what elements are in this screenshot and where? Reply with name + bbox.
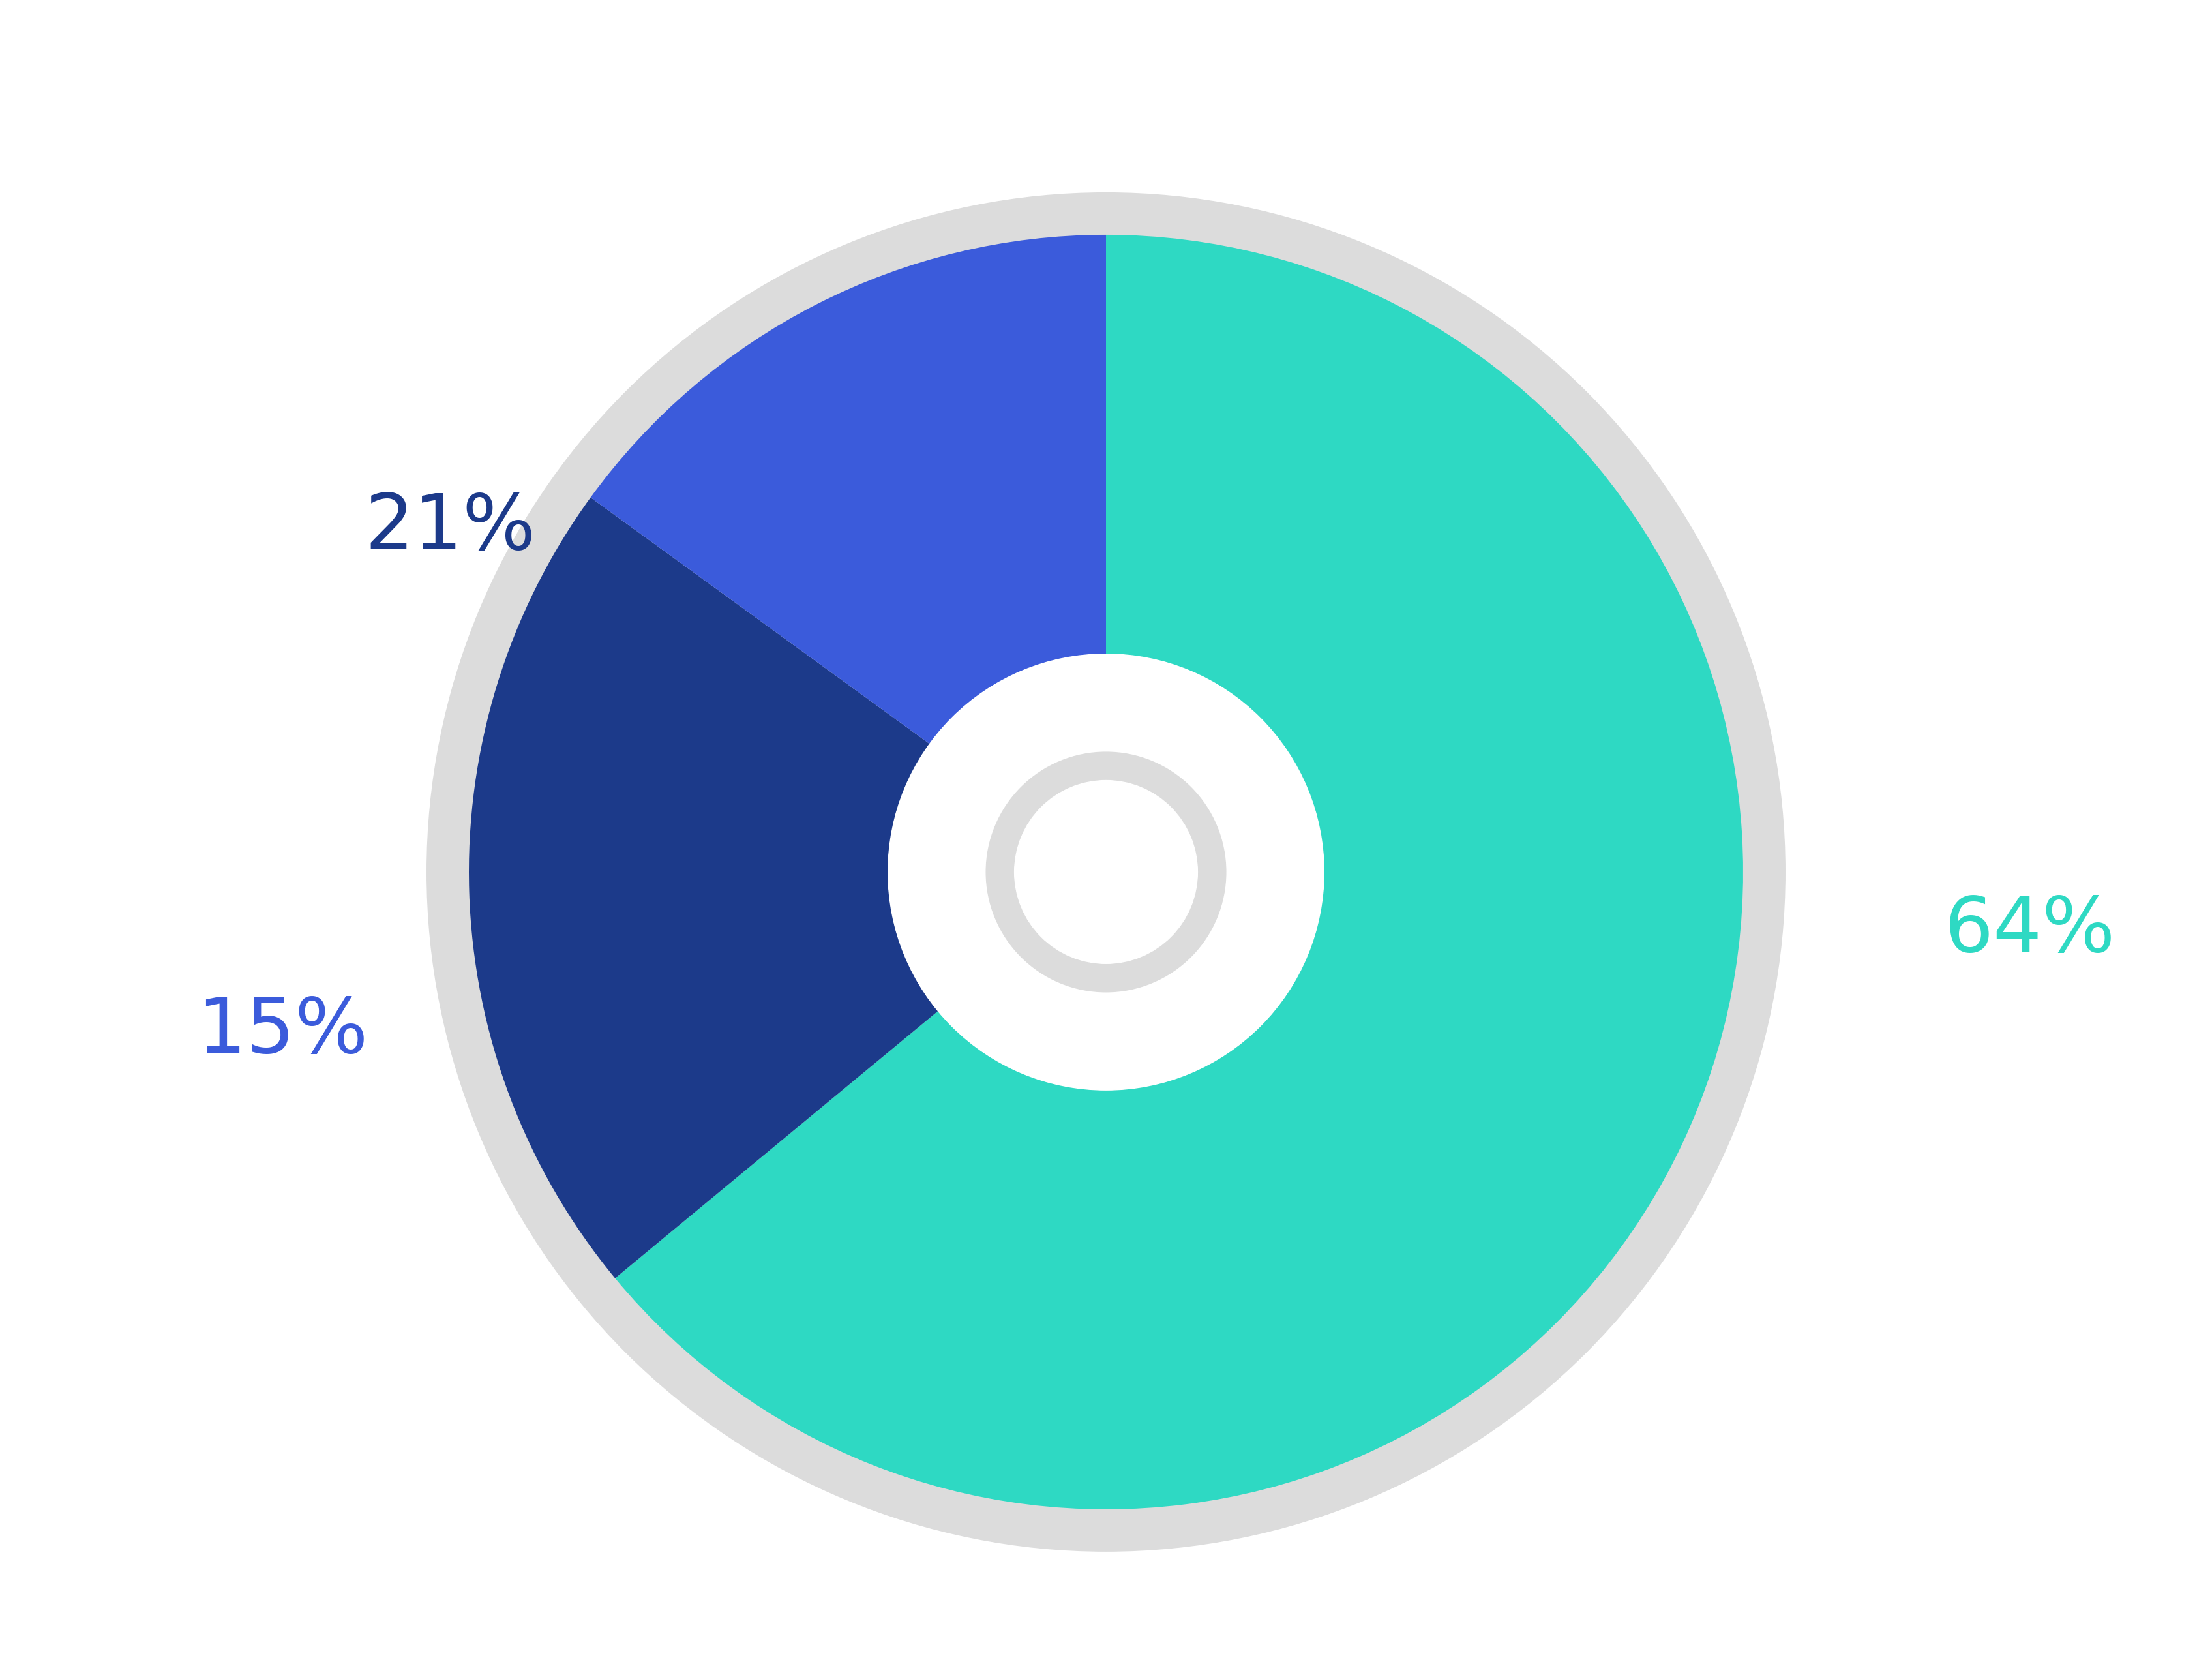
Text: 64%: 64% xyxy=(1944,894,2115,968)
Wedge shape xyxy=(615,235,1743,1509)
Circle shape xyxy=(887,654,1325,1090)
Wedge shape xyxy=(469,498,938,1278)
Text: 21%: 21% xyxy=(365,491,535,565)
Circle shape xyxy=(987,751,1225,993)
Circle shape xyxy=(427,193,1785,1551)
Wedge shape xyxy=(591,235,1106,745)
Circle shape xyxy=(1015,780,1197,964)
Text: 15%: 15% xyxy=(197,994,367,1068)
